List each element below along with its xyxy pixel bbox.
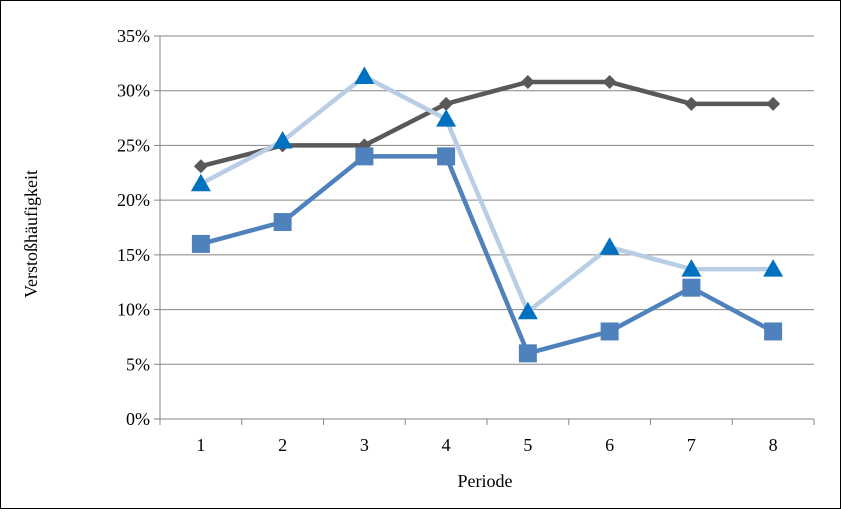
data-point-series3-1 <box>191 234 210 253</box>
x-tick-label: 6 <box>605 435 614 455</box>
y-tick-label: 5% <box>126 354 150 374</box>
y-tick-label: 35% <box>117 26 150 46</box>
data-point-series2-7 <box>681 259 702 277</box>
x-tick-label: 2 <box>278 435 287 455</box>
y-tick-label: 15% <box>117 245 150 265</box>
x-tick-label: 5 <box>523 435 532 455</box>
y-tick-label: 0% <box>126 409 150 429</box>
y-tick-label: 20% <box>117 190 150 210</box>
x-tick-label: 7 <box>687 435 696 455</box>
data-point-series3-3 <box>355 147 374 166</box>
data-point-series3-4 <box>437 147 456 166</box>
data-point-series1-5 <box>520 74 535 89</box>
x-tick-label: 3 <box>360 435 369 455</box>
data-point-series2-2 <box>272 131 293 149</box>
series-lines <box>198 74 776 356</box>
data-point-series3-5 <box>518 344 537 363</box>
data-point-series2-4 <box>436 109 457 127</box>
series-markers <box>190 66 784 363</box>
data-point-series1-7 <box>684 96 699 111</box>
series-line-2 <box>198 74 776 315</box>
data-point-series3-6 <box>600 322 619 341</box>
data-point-series2-8 <box>763 259 784 277</box>
data-point-series1-1 <box>193 159 208 174</box>
data-point-series1-6 <box>602 74 617 89</box>
axes: 0% 5% 10% 15% 20% 25% 30% 35% 1 2 3 4 5 6 7 8 <box>117 26 815 455</box>
y-tick-label: 10% <box>117 300 150 320</box>
x-tick-label: 8 <box>769 435 778 455</box>
gridlines <box>160 35 814 365</box>
data-point-series3-8 <box>764 322 783 341</box>
data-point-series2-3 <box>354 66 375 84</box>
x-tick-label: 4 <box>442 435 451 455</box>
series-line-1 <box>198 79 776 169</box>
data-point-series2-1 <box>190 173 211 192</box>
x-tick-label: 1 <box>196 435 205 455</box>
y-axis-title: Verstoßhäufigkeit <box>21 170 41 298</box>
data-point-series1-8 <box>766 96 781 111</box>
data-point-series2-6 <box>599 237 620 255</box>
x-axis-title: Periode <box>458 471 513 491</box>
y-tick-label: 30% <box>117 81 150 101</box>
data-point-series3-2 <box>273 213 292 232</box>
data-point-series2-5 <box>517 301 538 320</box>
data-point-series3-7 <box>682 278 701 297</box>
series-line-3 <box>198 154 776 356</box>
y-tick-label: 25% <box>117 135 150 155</box>
data-point-series1-4 <box>439 96 454 111</box>
